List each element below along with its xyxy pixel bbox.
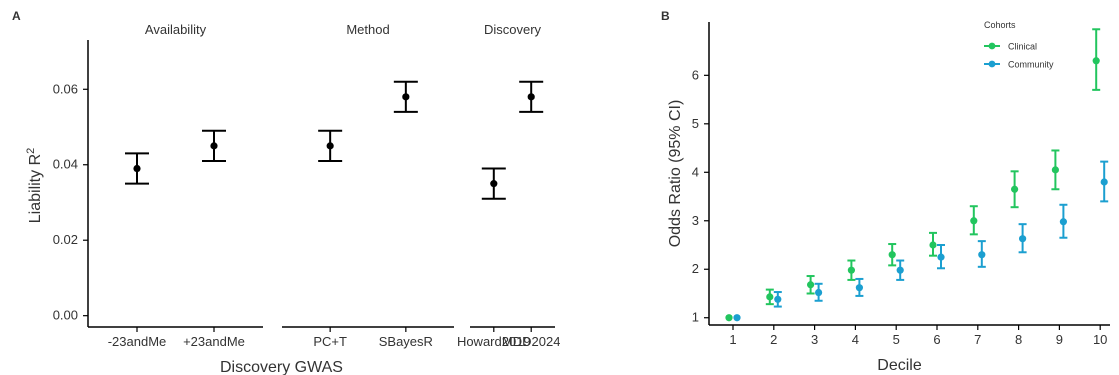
y-tick-label: 0.02 — [53, 232, 78, 247]
x-tick-label: 7 — [974, 332, 981, 347]
legend-key-point — [988, 42, 996, 50]
data-point-clinical — [1092, 57, 1100, 65]
data-point — [527, 93, 535, 101]
x-axis-title: Discovery GWAS — [220, 359, 343, 375]
x-tick-label: 3 — [811, 332, 818, 347]
data-point-community — [937, 253, 945, 261]
data-point-community — [733, 314, 741, 322]
x-tick-label: 9 — [1056, 332, 1063, 347]
legend-label-community: Community — [1008, 60, 1054, 70]
data-point-clinical — [888, 251, 896, 259]
panel-b-chart: B 1 2 3 4 5 6 1 2 3 4 5 6 7 8 9 10 Odds Ratio (95% CI) Dec… — [661, 9, 1110, 374]
x-axis-title: Decile — [877, 357, 922, 374]
y-tick-label: 0.00 — [53, 308, 78, 323]
data-point-clinical — [725, 314, 733, 322]
facet-title: Discovery — [484, 22, 542, 37]
data-point — [210, 142, 218, 150]
x-tick-label: SBayesR — [379, 334, 433, 349]
x-tick-label: 2 — [770, 332, 777, 347]
panel-a-label: A — [12, 9, 21, 23]
y-axis-title: Odds Ratio (95% CI) — [667, 100, 684, 248]
data-point — [326, 142, 334, 150]
y-tick-label: 4 — [692, 164, 699, 179]
data-point-community — [896, 266, 904, 274]
data-point-community — [1100, 178, 1108, 186]
x-tick-label: 5 — [893, 332, 900, 347]
x-tick-label: MDD2024 — [502, 334, 560, 349]
data-point-clinical — [766, 293, 774, 301]
data-point-clinical — [807, 281, 815, 289]
panel-b-label: B — [661, 9, 670, 23]
y-tick-label: 0.06 — [53, 81, 78, 96]
legend-label-clinical: Clinical — [1008, 42, 1037, 52]
x-tick-label: -23andMe — [108, 334, 167, 349]
facet-title: Availability — [145, 22, 207, 37]
x-tick-label: 6 — [933, 332, 940, 347]
x-tick-label: 10 — [1093, 332, 1107, 347]
x-tick-label: Howard2019 — [457, 334, 531, 349]
y-tick-label: 5 — [692, 116, 699, 131]
data-point — [490, 180, 498, 188]
data-point-community — [815, 288, 823, 297]
y-tick-label: 1 — [692, 310, 699, 325]
y-tick-label: 2 — [692, 261, 699, 276]
y-tick-label: 6 — [692, 67, 699, 82]
data-point-clinical — [970, 217, 978, 225]
data-point — [402, 93, 410, 101]
x-tick-label: 8 — [1015, 332, 1022, 347]
data-point-community — [855, 284, 863, 292]
y-tick-label: 0.04 — [53, 157, 78, 172]
y-tick-label: 3 — [692, 213, 699, 228]
data-point-clinical — [1051, 166, 1059, 174]
x-tick-label: 1 — [729, 332, 736, 347]
data-point — [133, 164, 141, 173]
x-tick-label: 4 — [852, 332, 859, 347]
data-point-clinical — [1011, 185, 1019, 193]
x-tick-label: +23andMe — [183, 334, 245, 349]
y-axis-title: Liability R2 — [25, 148, 44, 223]
data-point-community — [978, 251, 986, 259]
y-axis-title-text: Liability R — [27, 154, 44, 223]
data-point-clinical — [847, 266, 855, 274]
data-point-community — [774, 295, 782, 303]
legend-title: Cohorts — [984, 20, 1016, 30]
y-axis-title-superscript: 2 — [25, 148, 37, 154]
data-point-clinical — [929, 241, 937, 249]
facet-title: Method — [346, 22, 389, 37]
data-point-community — [1019, 235, 1027, 243]
legend-key-point — [988, 60, 996, 68]
data-point-community — [1059, 218, 1067, 226]
panel-a-chart: A 0.00 0.02 0.04 0.06 Liability R2 Availabilit… — [12, 9, 560, 375]
x-tick-label: PC+T — [313, 334, 347, 349]
